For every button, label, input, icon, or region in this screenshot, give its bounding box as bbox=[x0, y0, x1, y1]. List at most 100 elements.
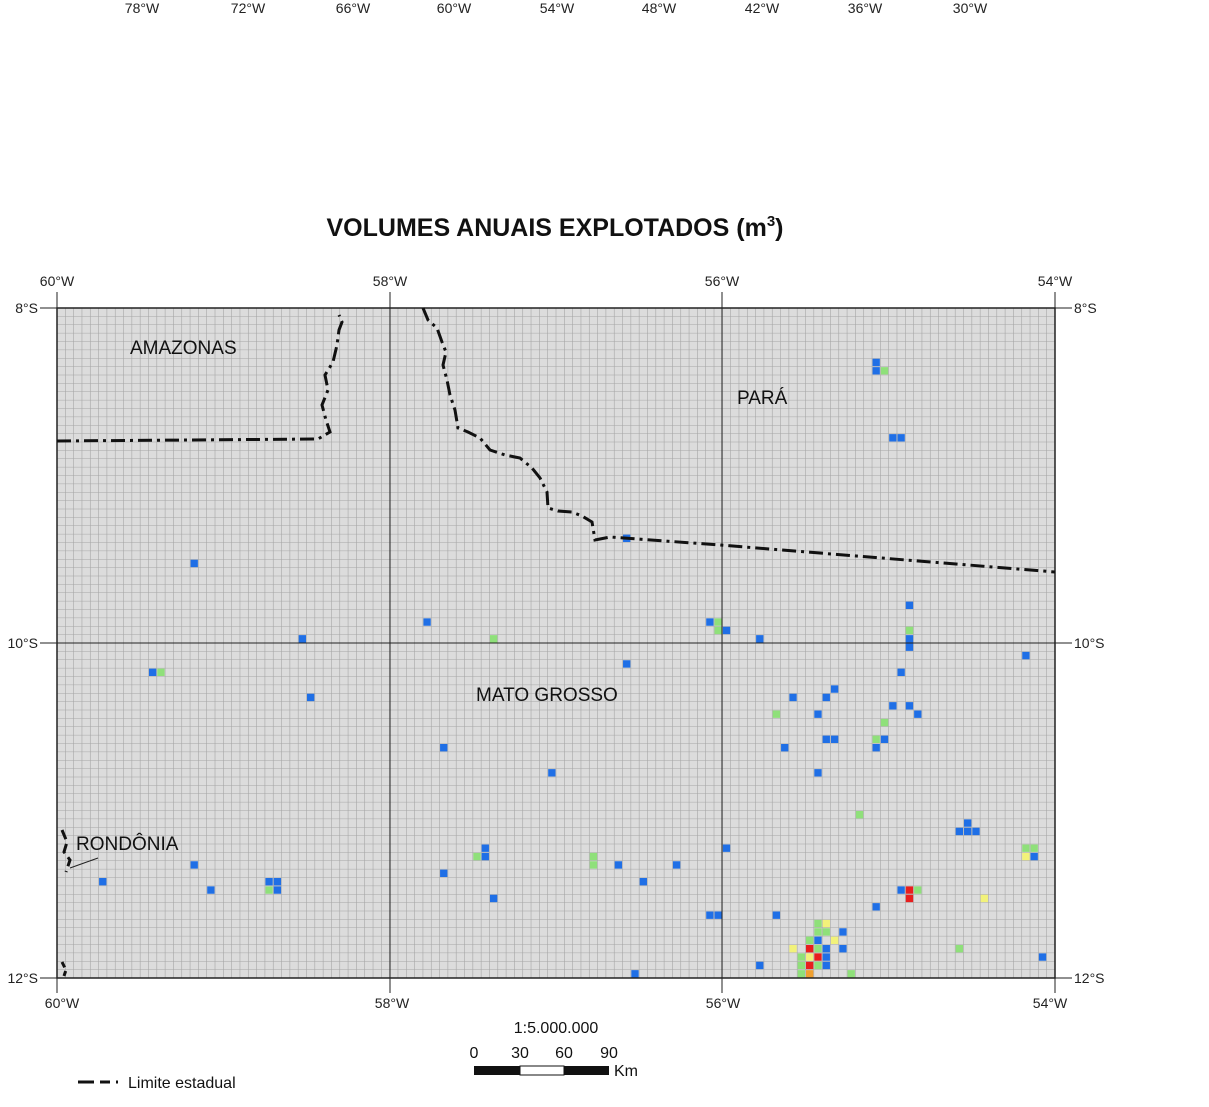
data-cell-blue bbox=[905, 702, 914, 710]
data-cell-blue bbox=[631, 970, 639, 978]
data-cell-blue bbox=[914, 710, 922, 718]
lon-label: 58°W bbox=[373, 273, 408, 289]
data-cell-blue bbox=[897, 668, 905, 676]
scale-tick-label: 0 bbox=[470, 1045, 479, 1062]
data-cell-green bbox=[1030, 844, 1038, 852]
data-cell-blue bbox=[822, 693, 830, 702]
state-boundary-para-mato-grosso bbox=[421, 307, 1056, 574]
lon-label: 56°W bbox=[706, 995, 741, 1011]
data-cell-green bbox=[814, 961, 822, 970]
data-cell-blue bbox=[722, 844, 731, 852]
data-cell-green bbox=[814, 945, 822, 953]
top-axis-label: 66°W bbox=[336, 0, 371, 16]
data-cell-green bbox=[797, 953, 805, 961]
scale-segment-white bbox=[519, 1065, 565, 1076]
data-cell-yellow bbox=[789, 945, 797, 953]
state-boundaries bbox=[56, 307, 1056, 977]
data-cell-blue bbox=[614, 861, 623, 869]
data-cell-blue bbox=[822, 961, 830, 970]
data-cell-blue bbox=[905, 643, 914, 651]
top-axis-label: 78°W bbox=[125, 0, 160, 16]
data-cell-blue bbox=[905, 635, 914, 643]
data-cell-green bbox=[1022, 844, 1030, 852]
state-boundary-amazonas-mato-grosso bbox=[56, 314, 344, 443]
data-cell-blue bbox=[440, 744, 448, 752]
lat-label: 8°S bbox=[15, 300, 38, 316]
data-cell-blue bbox=[839, 928, 847, 936]
map-area: AMAZONAS PARÁ MATO GROSSO RONDÔNIA bbox=[40, 292, 1072, 993]
data-cell-blue bbox=[964, 827, 972, 836]
graticule bbox=[40, 292, 1072, 993]
lon-labels-bottom: 60°W 58°W 56°W 54°W bbox=[45, 995, 1068, 1011]
data-cell-yellow bbox=[980, 894, 988, 903]
data-cell-green bbox=[797, 970, 805, 978]
lon-label: 58°W bbox=[375, 995, 410, 1011]
data-cell-green bbox=[814, 928, 822, 936]
lat-label: 8°S bbox=[1074, 300, 1097, 316]
scale-ratio: 1:5.000.000 bbox=[514, 1020, 599, 1037]
top-axis-label: 54°W bbox=[540, 0, 575, 16]
data-cell-blue bbox=[1030, 852, 1038, 861]
data-cell-blue bbox=[972, 827, 980, 836]
data-cell-green bbox=[714, 626, 722, 635]
data-cell-blue bbox=[706, 618, 714, 626]
data-cell-green bbox=[797, 961, 805, 970]
lon-label: 56°W bbox=[705, 273, 740, 289]
data-cell-blue bbox=[273, 886, 282, 894]
data-cell-green bbox=[489, 635, 498, 643]
scale-segment-black bbox=[474, 1066, 520, 1075]
data-cell-green bbox=[589, 852, 598, 861]
data-cell-blue bbox=[872, 367, 880, 375]
data-cell-orange bbox=[806, 970, 814, 978]
legend-state-boundary-label: Limite estadual bbox=[128, 1075, 236, 1092]
top-axis-label: 42°W bbox=[745, 0, 780, 16]
top-axis-label: 48°W bbox=[642, 0, 677, 16]
data-cell-blue bbox=[672, 861, 681, 869]
scale-tick-label: 30 bbox=[511, 1045, 529, 1062]
data-cell-blue bbox=[839, 945, 847, 953]
data-cell-green bbox=[714, 618, 722, 626]
data-cell-blue bbox=[789, 693, 797, 702]
top-axis-label: 60°W bbox=[437, 0, 472, 16]
lat-labels-left: 8°S 10°S 12°S bbox=[7, 300, 38, 986]
data-cell-green bbox=[955, 945, 964, 953]
data-cell-green bbox=[872, 735, 880, 743]
scale-unit: Km bbox=[614, 1063, 638, 1080]
data-cell-yellow bbox=[1022, 852, 1030, 861]
data-cell-blue bbox=[814, 769, 822, 777]
data-cell-blue bbox=[706, 911, 714, 919]
data-cell-blue bbox=[889, 434, 897, 442]
region-label-rondonia: RONDÔNIA bbox=[76, 833, 179, 855]
data-cell-blue bbox=[872, 903, 880, 911]
top-axis-labels: 78°W 72°W 66°W 60°W 54°W 48°W 42°W 36°W … bbox=[125, 0, 988, 16]
state-boundary-rondonia-south bbox=[60, 961, 68, 977]
rondonia-leader-line bbox=[69, 857, 99, 869]
data-cell-blue bbox=[772, 911, 781, 919]
data-cell-green bbox=[265, 886, 273, 894]
data-cell-blue bbox=[822, 735, 830, 743]
data-cell-blue bbox=[830, 685, 839, 693]
scale-tick-label: 90 bbox=[600, 1045, 618, 1062]
data-cell-blue bbox=[481, 852, 489, 861]
data-cell-blue bbox=[1038, 953, 1047, 961]
data-cell-blue bbox=[822, 945, 830, 953]
data-cell-blue bbox=[1022, 651, 1030, 660]
data-cell-blue bbox=[889, 702, 897, 710]
map-frame bbox=[56, 307, 1056, 979]
map-title-superscript: 3 bbox=[767, 213, 775, 230]
lat-labels-right: 8°S 10°S 12°S bbox=[1074, 300, 1105, 986]
data-cell-blue bbox=[964, 819, 972, 827]
data-cell-yellow bbox=[822, 919, 830, 928]
data-cell-blue bbox=[265, 878, 273, 886]
region-label-mato-grosso: MATO GROSSO bbox=[476, 685, 618, 706]
lon-label: 54°W bbox=[1038, 273, 1073, 289]
data-cell-red bbox=[806, 945, 814, 953]
data-cell-blue bbox=[548, 769, 556, 777]
data-cell-blue bbox=[905, 601, 914, 609]
data-cell-green bbox=[822, 928, 830, 936]
data-cell-green bbox=[880, 718, 889, 727]
data-cell-blue bbox=[897, 434, 905, 442]
scale-bar: 1:5.000.000 0 30 60 90 Km bbox=[470, 1020, 638, 1080]
legend: Limite estadual bbox=[78, 1075, 236, 1092]
data-cell-red bbox=[905, 886, 914, 894]
